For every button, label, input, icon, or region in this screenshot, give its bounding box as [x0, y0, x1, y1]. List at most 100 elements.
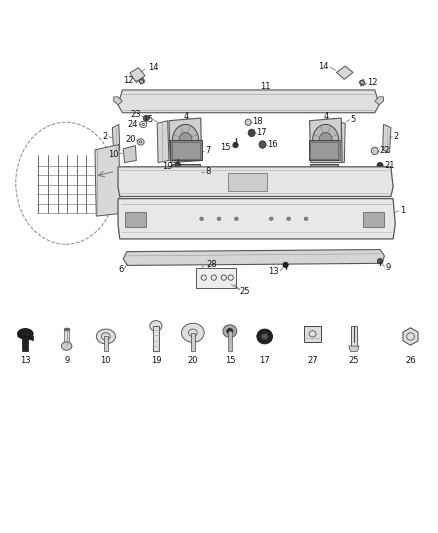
- Bar: [309, 140, 340, 160]
- Polygon shape: [19, 331, 32, 336]
- Text: 16: 16: [267, 140, 278, 149]
- Polygon shape: [336, 66, 353, 79]
- Ellipse shape: [150, 320, 162, 331]
- Bar: [351, 326, 357, 346]
- Text: 25: 25: [239, 287, 250, 296]
- Polygon shape: [118, 167, 393, 197]
- Ellipse shape: [175, 162, 180, 167]
- Ellipse shape: [259, 141, 266, 148]
- Text: 17: 17: [256, 128, 267, 138]
- Text: 8: 8: [205, 166, 210, 175]
- Bar: [304, 326, 321, 342]
- Polygon shape: [113, 124, 120, 152]
- Text: 24: 24: [127, 120, 138, 129]
- Text: 13: 13: [268, 268, 279, 276]
- Bar: [191, 333, 195, 351]
- Text: 5: 5: [148, 115, 153, 124]
- Ellipse shape: [235, 217, 238, 220]
- Polygon shape: [383, 124, 391, 152]
- Bar: [125, 212, 146, 227]
- Bar: [22, 336, 28, 351]
- Bar: [170, 140, 201, 160]
- Text: 9: 9: [64, 357, 69, 366]
- Text: 19: 19: [162, 163, 173, 171]
- Ellipse shape: [283, 262, 288, 268]
- Bar: [228, 173, 267, 191]
- Text: 5: 5: [350, 115, 356, 124]
- Ellipse shape: [377, 163, 383, 169]
- Ellipse shape: [18, 328, 33, 339]
- Ellipse shape: [248, 129, 255, 136]
- Text: 9: 9: [385, 263, 391, 272]
- Bar: [153, 326, 159, 351]
- Bar: [311, 164, 338, 179]
- Ellipse shape: [287, 217, 290, 220]
- Ellipse shape: [173, 124, 198, 156]
- Text: 12: 12: [367, 78, 378, 87]
- Text: 23: 23: [130, 110, 141, 119]
- Text: 14: 14: [318, 62, 328, 70]
- Text: 14: 14: [148, 63, 159, 72]
- Text: 17: 17: [259, 357, 270, 366]
- Polygon shape: [123, 146, 136, 163]
- Text: 21: 21: [385, 161, 395, 170]
- Ellipse shape: [245, 119, 251, 125]
- Text: 22: 22: [379, 147, 390, 156]
- Text: 28: 28: [206, 261, 216, 269]
- Text: 1: 1: [399, 206, 405, 215]
- Text: 4: 4: [184, 112, 189, 121]
- Text: 26: 26: [405, 357, 416, 366]
- Text: 10: 10: [108, 150, 119, 159]
- Ellipse shape: [179, 132, 192, 148]
- Polygon shape: [18, 336, 33, 340]
- Ellipse shape: [233, 142, 238, 148]
- Polygon shape: [375, 97, 384, 105]
- Text: 15: 15: [225, 357, 235, 366]
- Ellipse shape: [304, 217, 308, 220]
- Polygon shape: [118, 90, 379, 113]
- Polygon shape: [139, 78, 145, 84]
- Bar: [104, 336, 108, 351]
- Ellipse shape: [313, 124, 339, 156]
- Ellipse shape: [217, 217, 221, 220]
- Bar: [311, 142, 338, 159]
- Ellipse shape: [96, 329, 116, 344]
- Ellipse shape: [360, 80, 364, 85]
- Ellipse shape: [223, 325, 237, 337]
- Ellipse shape: [182, 323, 204, 342]
- Polygon shape: [359, 79, 365, 86]
- Polygon shape: [114, 97, 122, 105]
- Ellipse shape: [269, 217, 273, 220]
- Bar: [228, 331, 232, 351]
- Ellipse shape: [261, 333, 268, 340]
- Ellipse shape: [378, 259, 383, 264]
- Bar: [172, 142, 200, 159]
- Text: 19: 19: [151, 357, 161, 366]
- Ellipse shape: [139, 79, 144, 84]
- Text: 12: 12: [123, 76, 134, 85]
- Polygon shape: [349, 346, 359, 351]
- Polygon shape: [123, 249, 385, 265]
- Polygon shape: [403, 328, 418, 345]
- Text: 20: 20: [125, 135, 135, 144]
- Ellipse shape: [200, 217, 203, 220]
- Text: 25: 25: [349, 357, 359, 366]
- Bar: [64, 329, 69, 344]
- Text: 11: 11: [260, 82, 271, 91]
- Text: 2: 2: [103, 132, 108, 141]
- Polygon shape: [310, 118, 342, 163]
- Text: 27: 27: [307, 357, 318, 366]
- Text: 10: 10: [101, 357, 111, 366]
- Polygon shape: [157, 120, 169, 163]
- Polygon shape: [130, 68, 145, 83]
- Text: 20: 20: [187, 357, 198, 366]
- Ellipse shape: [257, 329, 272, 344]
- Text: 6: 6: [118, 265, 123, 273]
- Ellipse shape: [227, 328, 233, 334]
- Polygon shape: [169, 118, 201, 163]
- Bar: [363, 212, 384, 227]
- Text: 2: 2: [393, 132, 398, 141]
- Text: 4: 4: [324, 112, 329, 121]
- Text: 7: 7: [205, 147, 210, 156]
- Bar: [196, 268, 236, 288]
